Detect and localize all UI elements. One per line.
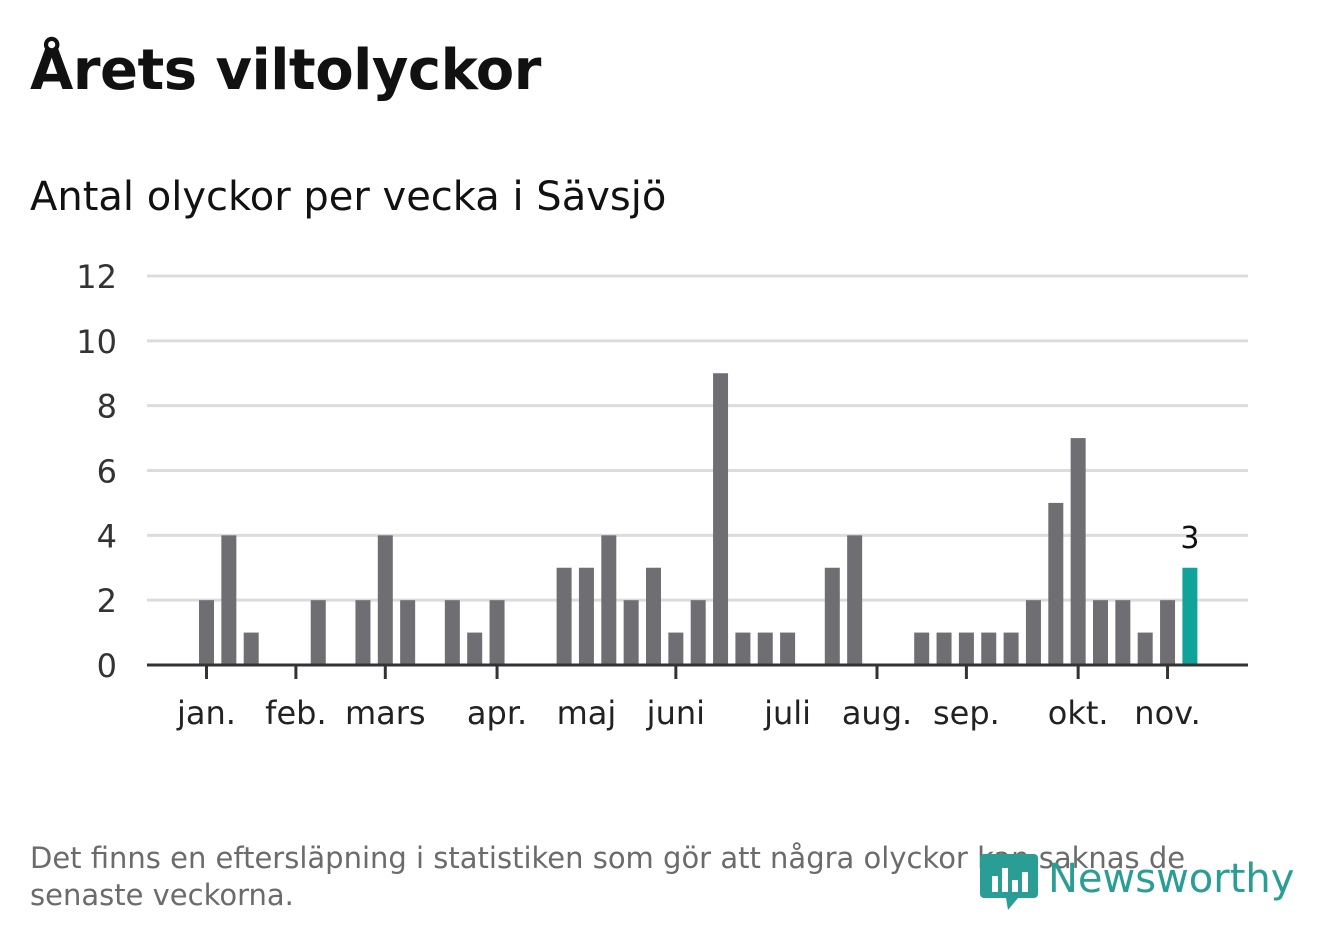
x-tick-label: nov.: [1134, 694, 1200, 732]
bar: [1182, 567, 1198, 665]
bar: [824, 567, 840, 665]
x-tick-label: jan.: [176, 694, 236, 732]
y-tick-label: 8: [97, 388, 117, 426]
bar: [1070, 438, 1086, 665]
bar: [355, 600, 371, 665]
bar: [1048, 502, 1064, 665]
bar: [400, 600, 416, 665]
bar: [646, 567, 661, 665]
bar: [623, 600, 639, 665]
bar: [1115, 600, 1131, 665]
bar: [556, 567, 572, 665]
x-tick-label: juli: [763, 694, 811, 732]
bar: [243, 632, 259, 665]
bar: [601, 535, 617, 665]
bar: [221, 535, 237, 665]
x-tick-label: aug.: [842, 694, 912, 732]
x-tick-label: feb.: [265, 694, 326, 732]
bar: [377, 535, 393, 665]
y-axis: 0 2 4 6 8 10 12: [76, 258, 117, 685]
bar: [1137, 632, 1153, 665]
bar: [1025, 600, 1041, 665]
x-tick-label: apr.: [467, 694, 527, 732]
bar: [735, 632, 751, 665]
x-tick-label: sep.: [933, 694, 1000, 732]
y-tick-label: 0: [97, 647, 117, 685]
chart-subtitle: Antal olyckor per vecka i Sävsjö: [30, 174, 667, 220]
bar: [1093, 600, 1108, 665]
newsworthy-logo: Newsworthy: [980, 854, 1294, 910]
x-tick-label: maj: [557, 694, 617, 732]
bar: [310, 600, 326, 665]
bar: [757, 632, 773, 665]
bar: [489, 600, 505, 665]
x-tick-label: mars: [345, 694, 426, 732]
bar: [847, 535, 863, 665]
bar: [936, 632, 952, 665]
logo-text: Newsworthy: [1048, 856, 1294, 902]
bar: [780, 632, 796, 665]
bar: [1003, 632, 1019, 665]
bar-chart: 0 2 4 6 8 10 12 jan. feb. mars apr. maj juni juli aug…: [76, 258, 1248, 732]
x-axis: jan. feb. mars apr. maj juni juli aug. sep. okt. n…: [147, 663, 1248, 732]
y-tick-label: 2: [97, 582, 117, 620]
y-tick-label: 12: [76, 258, 117, 296]
x-tick-label: juni: [646, 694, 705, 732]
bar: [981, 632, 997, 665]
y-tick-label: 4: [97, 517, 117, 555]
bar-chart-speech-bubble-icon: [980, 854, 1038, 910]
bar: [690, 600, 706, 665]
chart-title: Årets viltolyckor: [30, 38, 541, 103]
bars: [199, 373, 1198, 665]
bar: [1160, 600, 1176, 665]
bar: [914, 632, 930, 665]
bar: [467, 632, 483, 665]
bar: [578, 567, 594, 665]
bar: [444, 600, 460, 665]
y-tick-label: 10: [76, 323, 117, 361]
highlight-value-label: 3: [1180, 521, 1199, 556]
data-labels: 3: [1180, 521, 1199, 556]
bar: [199, 600, 214, 665]
x-tick-label: okt.: [1048, 694, 1109, 732]
bar: [668, 632, 684, 665]
y-tick-label: 6: [97, 453, 117, 491]
bar: [958, 632, 974, 665]
bar: [713, 373, 729, 665]
